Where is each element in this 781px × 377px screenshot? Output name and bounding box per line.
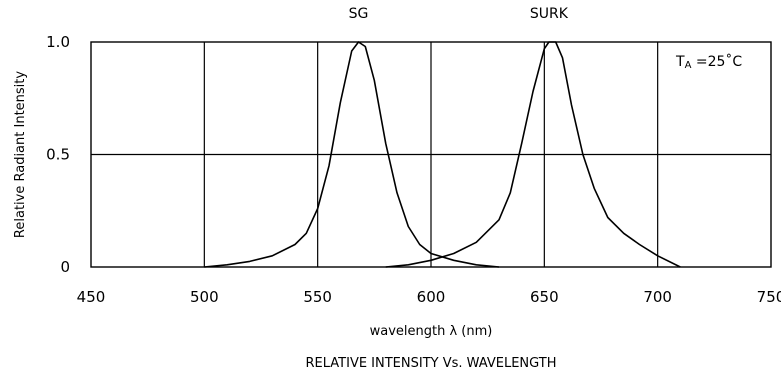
y-tick-label: 0 xyxy=(60,258,70,276)
x-tick-label: 600 xyxy=(417,288,446,306)
series-group xyxy=(204,41,681,268)
x-tick-label: 550 xyxy=(303,288,332,306)
annotation-t: T xyxy=(675,54,685,70)
series-line-sg xyxy=(204,41,500,268)
temperature-annotation: TA =25˚C xyxy=(675,53,742,71)
annotation-rest: =25˚C xyxy=(691,53,742,70)
x-tick-label: 450 xyxy=(77,288,106,306)
x-tick-label: 500 xyxy=(190,288,219,306)
annotation-sub: A xyxy=(685,60,692,71)
series-label-surk: SURK xyxy=(530,6,569,22)
x-tick-labels: 450 500 550 600 650 700 750 xyxy=(77,288,781,306)
series-label-sg: SG xyxy=(349,6,369,22)
x-tick-label: 650 xyxy=(530,288,559,306)
x-tick-label: 700 xyxy=(643,288,672,306)
x-tick-label: 750 xyxy=(757,288,781,306)
series-line-surk xyxy=(385,41,681,268)
chart-title: RELATIVE INTENSITY Vs. WAVELENGTH xyxy=(306,356,557,371)
y-axis-label: Relative Radiant Intensity xyxy=(13,71,28,238)
y-tick-label: 1.0 xyxy=(46,33,70,51)
y-tick-label: 0.5 xyxy=(46,146,70,164)
y-tick-labels: 0 0.5 1.0 xyxy=(46,33,70,276)
x-axis-label: wavelength λ (nm) xyxy=(370,324,493,339)
plot-frame xyxy=(90,41,772,268)
series-labels: SG SURK xyxy=(349,6,569,22)
grid xyxy=(91,42,771,267)
